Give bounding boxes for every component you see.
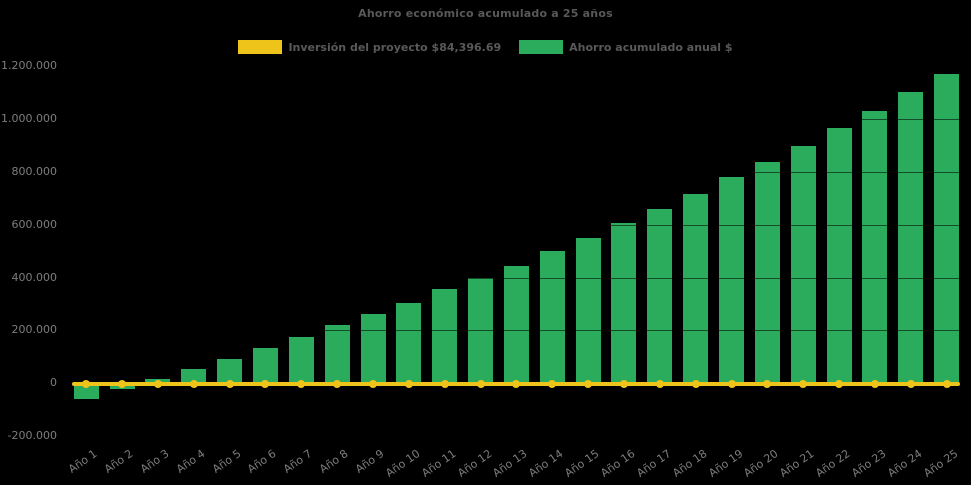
investment-line-marker [584,379,593,388]
savings-color-swatch-icon [519,40,564,54]
bar-año-1 [73,383,99,400]
bar-año-21 [790,145,816,384]
investment-line-marker [906,379,915,388]
investment-line-marker [82,379,91,388]
bar-año-18 [683,193,709,384]
bar-año-14 [539,250,565,384]
bar-año-22 [826,128,852,384]
y-tick-label: 800.000 [11,164,58,178]
y-tick-label: 0 [50,376,57,390]
investment-line-marker [619,379,628,388]
legend-label-investment: Inversión del proyecto $84,396.69 [288,40,502,54]
bar-año-4 [181,369,207,384]
investment-line-marker [799,379,808,388]
investment-line-marker [404,379,413,388]
bar-año-19 [719,177,744,384]
gridline [68,118,960,120]
legend-item-investment: Inversión del proyecto $84,396.69 [238,40,501,54]
investment-line-marker [548,379,557,388]
investment-line-marker [297,379,306,388]
legend-label-savings: Ahorro acumulado anual $ [569,40,733,54]
bar-año-13 [503,265,529,384]
investment-line-marker [870,379,879,388]
bar-año-25 [934,73,960,384]
investment-line-marker [118,379,127,388]
investment-line-marker [727,379,736,388]
gridline [68,330,960,332]
y-tick-label: 400.000 [11,270,58,284]
y-tick-label: 1.000.000 [1,111,57,125]
investment-line-marker [369,379,377,388]
investment-line-marker [476,379,485,388]
legend-item-savings: Ahorro acumulado anual $ [519,40,733,54]
bar-año-5 [217,358,243,384]
bar-año-9 [360,314,386,384]
investment-line-marker [655,379,664,388]
gridline [68,65,960,67]
bar-año-24 [898,92,924,384]
y-tick-label: 200.000 [11,323,58,337]
investment-line-marker [153,379,162,388]
investment-line-marker [763,379,772,388]
gridline [68,436,960,438]
bar-año-7 [288,336,314,384]
gridline [68,224,960,226]
gridline [68,171,960,173]
investment-line-marker [691,379,700,388]
bar-año-11 [432,289,458,384]
bar-año-23 [862,110,888,384]
investment-line-marker [440,379,449,388]
gridline [68,277,960,279]
bar-año-16 [611,222,637,384]
investment-line-marker [942,379,951,388]
chart-title: Ahorro económico acumulado a 25 años [358,7,613,20]
investment-color-swatch-icon [238,40,283,54]
investment-line-marker [225,379,234,388]
bar-año-6 [252,348,278,384]
bar-año-15 [575,237,601,384]
bar-año-20 [754,161,780,384]
bar-año-8 [324,325,350,384]
bar-año-17 [647,208,673,384]
y-tick-label: 1.200.000 [1,58,57,72]
investment-line-marker [189,379,198,388]
investment-line-marker [333,379,342,388]
y-tick-label: 600.000 [11,217,58,231]
legend: Inversión del proyecto $84,396.69 Ahorro… [0,40,971,54]
investment-line-marker [512,379,521,388]
investment-line-marker [835,379,844,388]
bar-año-10 [396,302,422,384]
investment-line-marker [261,379,270,388]
y-tick-label: -200.000 [7,429,57,443]
